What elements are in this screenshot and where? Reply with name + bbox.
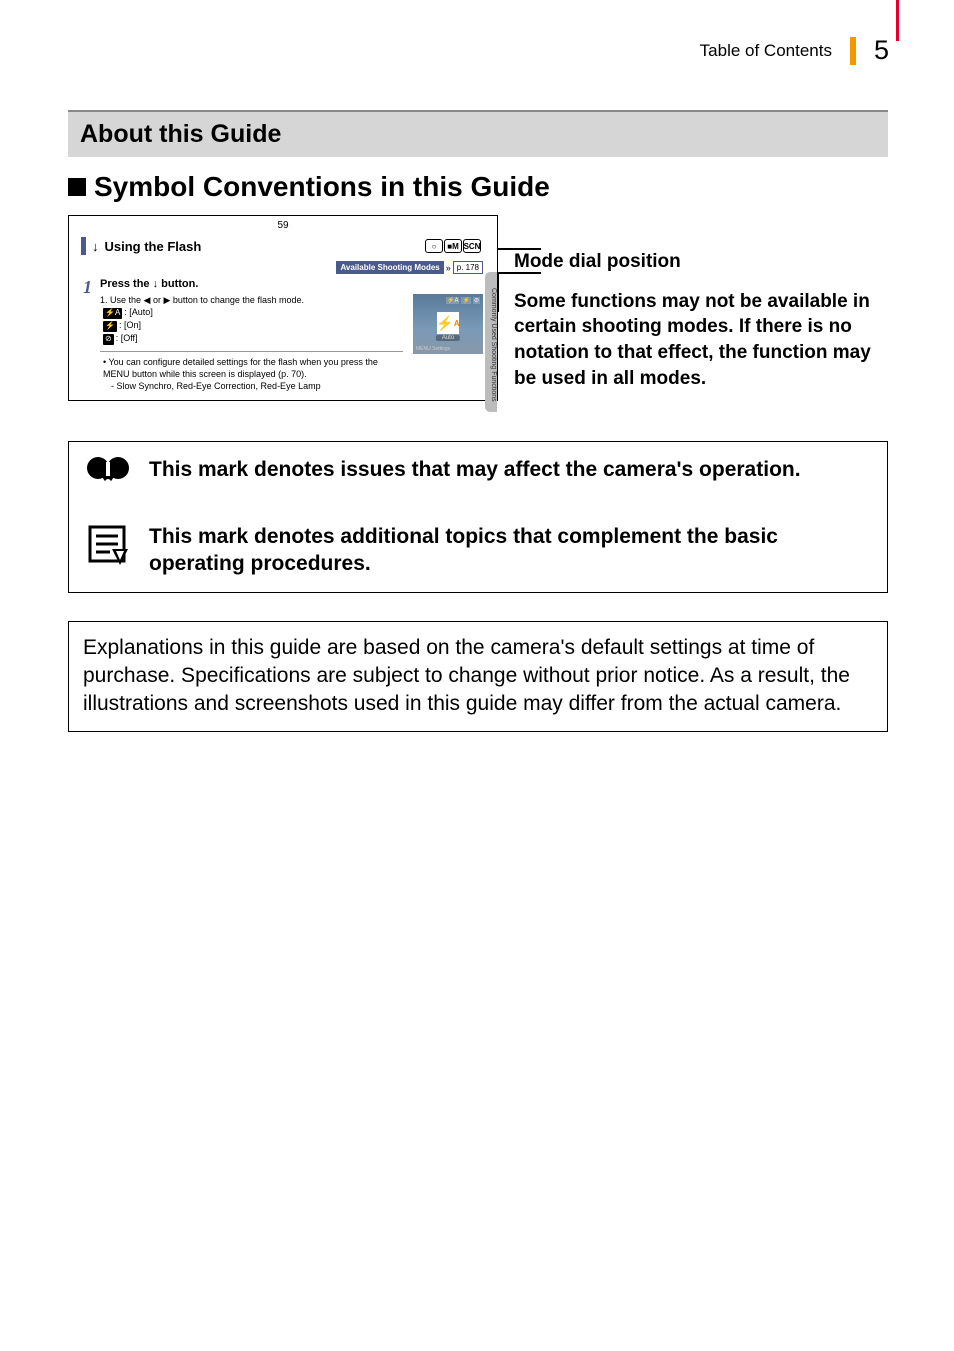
available-page-ref: p. 178	[453, 261, 483, 274]
excerpt-page-num: 59	[69, 216, 497, 235]
info-box: This mark denotes issues that may affect…	[68, 441, 888, 593]
side-tab: Commonly Used Shooting Functions	[485, 272, 497, 412]
flash-off-icon: ⊘	[103, 334, 114, 345]
lcd-flash-glyph: ⚡	[436, 315, 453, 332]
lcd-auto-label: Auto	[436, 335, 460, 341]
note-icon	[85, 523, 131, 572]
lcd-flash-icon: ⚡A	[437, 312, 459, 334]
warning-text: This mark denotes issues that may affect…	[149, 456, 871, 483]
mode-icon-m: ■M	[444, 239, 462, 253]
step-title-suffix: button.	[158, 278, 198, 290]
step-title-prefix: Press the	[100, 278, 153, 290]
flash-mode-auto: ⚡A: [Auto]	[103, 306, 403, 319]
note-row: This mark denotes additional topics that…	[85, 523, 871, 578]
available-modes-label: Available Shooting Modes	[336, 261, 443, 274]
page-content: About this Guide Symbol Conventions in t…	[68, 110, 888, 732]
excerpt-title-left: ↓ Using the Flash	[81, 237, 201, 255]
warning-row: This mark denotes issues that may affect…	[85, 456, 871, 505]
flash-mode-on: ⚡: [On]	[103, 319, 403, 332]
step-content: Press the ↓ button. 1. Use the ◀ or ▶ bu…	[100, 278, 483, 392]
blue-bar-icon	[81, 237, 86, 255]
available-arrow-icon: »	[444, 263, 453, 273]
page-header: Table of Contents 5	[700, 35, 889, 66]
flash-on-label: : [On]	[119, 320, 141, 330]
step-number: 1	[83, 278, 92, 392]
subsection-title: Symbol Conventions in this Guide	[68, 171, 888, 203]
lcd-icon-3: ⊘	[473, 297, 480, 304]
excerpt-title-bar: ↓ Using the Flash ○ ■M SCN	[69, 235, 497, 261]
flash-mode-off: ⊘: [Off]	[103, 332, 403, 345]
bullet-block: • You can configure detailed settings fo…	[100, 351, 403, 392]
step-text: 1. Use the ◀ or ▶ button to change the f…	[100, 294, 403, 392]
bullet1-text: You can configure detailed settings for …	[103, 357, 378, 379]
flash-on-icon: ⚡	[103, 321, 117, 332]
bullet-text-1: • You can configure detailed settings fo…	[103, 356, 403, 380]
note-text: This mark denotes additional topics that…	[149, 523, 871, 578]
step-row: 1 Press the ↓ button. 1. Use the ◀ or ▶ …	[69, 274, 497, 392]
flash-auto-label: : [Auto]	[124, 307, 153, 317]
connector-line-2	[497, 272, 541, 274]
subsection-title-text: Symbol Conventions in this Guide	[94, 171, 550, 203]
step1-line: 1. Use the ◀ or ▶ button to change the f…	[100, 294, 403, 306]
lcd-top-icons: ⚡A ⚡ ⊘	[446, 297, 480, 304]
annotation-functions: Some functions may not be available in c…	[514, 289, 888, 392]
section-title: About this Guide	[68, 110, 888, 157]
mode-icon-camera: ○	[425, 239, 443, 253]
connector-line-1	[497, 248, 541, 250]
warning-icon	[85, 456, 131, 505]
mode-dial-icons: ○ ■M SCN	[425, 239, 481, 253]
header-red-line	[896, 0, 899, 41]
lcd-flash-sup: A	[454, 319, 460, 328]
annotations: Mode dial position Some functions may no…	[514, 215, 888, 401]
header-orange-bar	[850, 37, 856, 65]
explain-box: Explanations in this guide are based on …	[68, 621, 888, 732]
diagram-container: 59 ↓ Using the Flash ○ ■M SCN Available …	[68, 215, 888, 401]
lcd-icon-2: ⚡	[461, 297, 470, 304]
toc-label: Table of Contents	[700, 41, 832, 61]
excerpt-title-text: Using the Flash	[105, 239, 202, 254]
flash-auto-icon: ⚡A	[103, 308, 122, 319]
flash-mode-list: ⚡A: [Auto] ⚡: [On] ⊘: [Off]	[100, 306, 403, 344]
flash-off-label: : [Off]	[116, 333, 138, 343]
step-title: Press the ↓ button.	[100, 278, 483, 290]
annotation-mode-dial: Mode dial position	[514, 249, 888, 275]
black-square-icon	[68, 178, 86, 196]
lcd-menu-label: MENU Settings	[416, 346, 450, 352]
step-body: 1. Use the ◀ or ▶ button to change the f…	[100, 294, 483, 392]
lcd-screenshot: ⚡A ⚡ ⊘ ⚡A Auto MENU Settings	[413, 294, 483, 354]
connector-line-2v	[497, 272, 499, 312]
manual-excerpt: 59 ↓ Using the Flash ○ ■M SCN Available …	[68, 215, 498, 401]
lcd-icon-1: ⚡A	[446, 297, 459, 304]
flash-icon: ↓	[92, 239, 99, 254]
mode-icon-scn: SCN	[463, 239, 481, 253]
available-modes-bar: Available Shooting Modes » p. 178	[336, 261, 483, 274]
bullet-text-2: - Slow Synchro, Red-Eye Correction, Red-…	[103, 380, 403, 392]
page-number: 5	[874, 35, 889, 66]
